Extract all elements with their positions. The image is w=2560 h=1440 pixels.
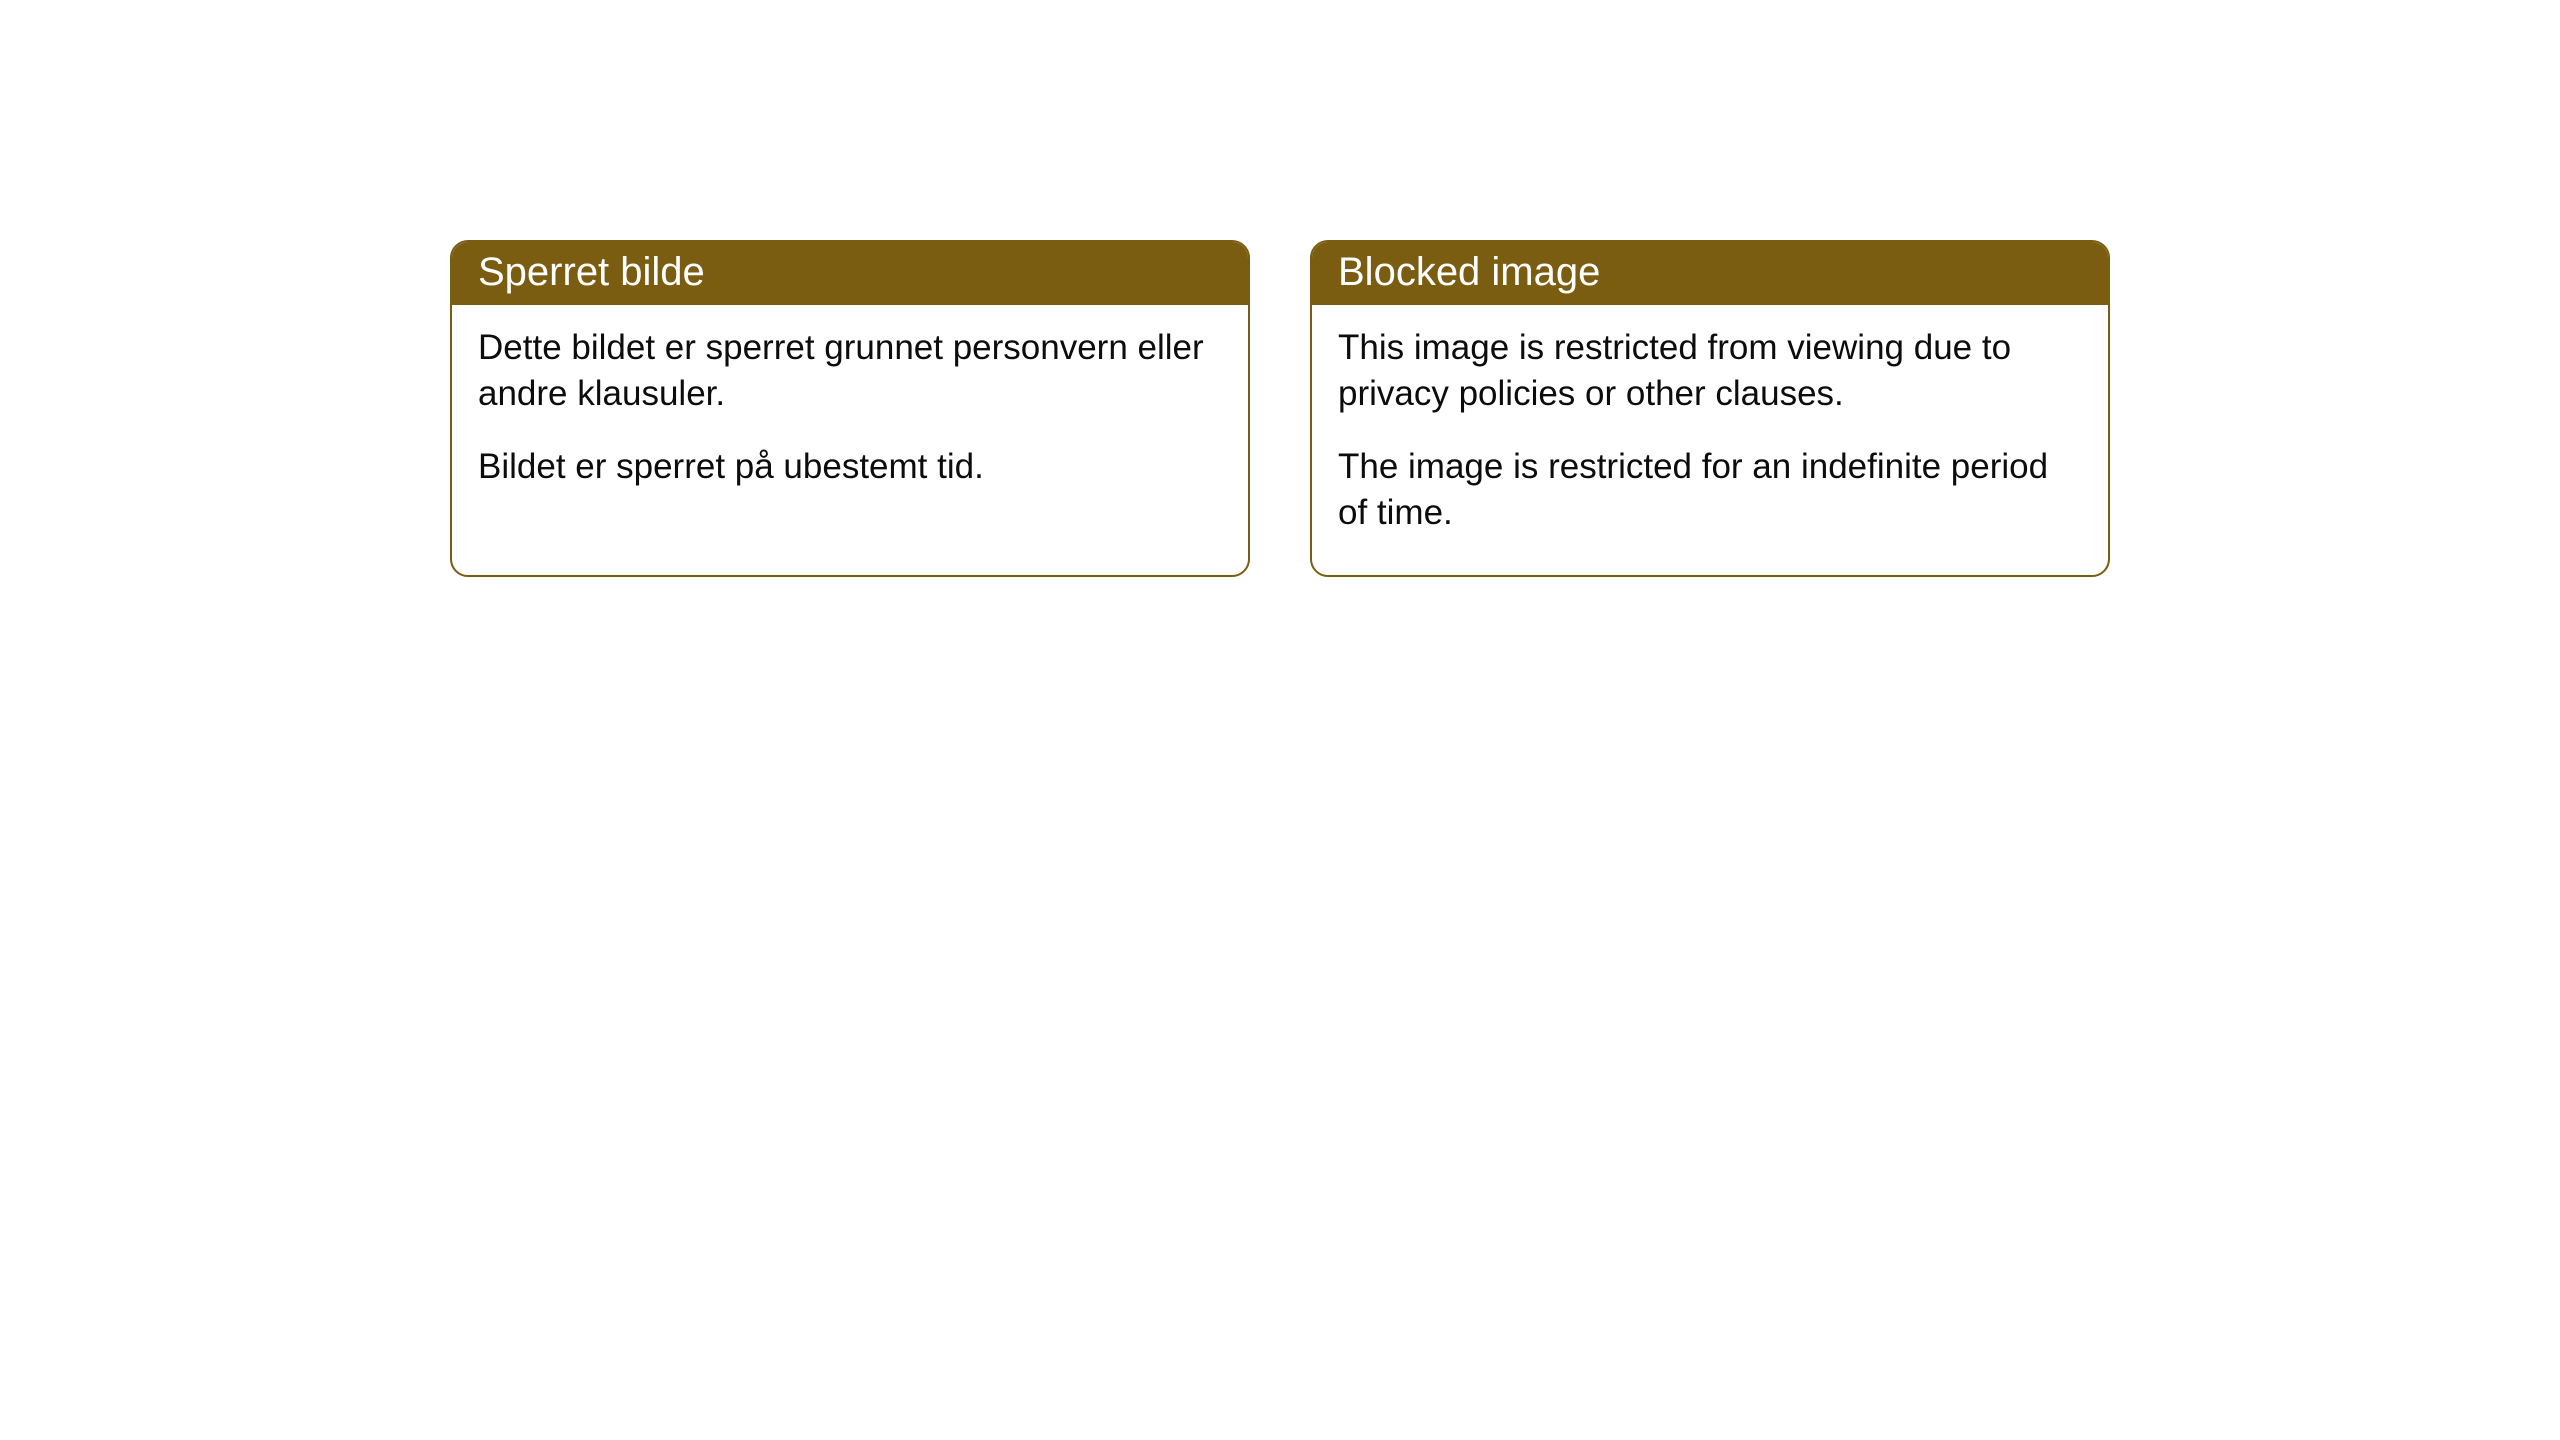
card-paragraph-2: The image is restricted for an indefinit… — [1338, 444, 2082, 535]
card-body: This image is restricted from viewing du… — [1312, 305, 2108, 575]
card-paragraph-2: Bildet er sperret på ubestemt tid. — [478, 444, 1222, 490]
blocked-image-card-norwegian: Sperret bilde Dette bildet er sperret gr… — [450, 240, 1250, 577]
card-header: Sperret bilde — [452, 242, 1248, 305]
card-header: Blocked image — [1312, 242, 2108, 305]
card-paragraph-1: Dette bildet er sperret grunnet personve… — [478, 325, 1222, 416]
card-body: Dette bildet er sperret grunnet personve… — [452, 305, 1248, 530]
cards-container: Sperret bilde Dette bildet er sperret gr… — [450, 240, 2110, 577]
blocked-image-card-english: Blocked image This image is restricted f… — [1310, 240, 2110, 577]
card-paragraph-1: This image is restricted from viewing du… — [1338, 325, 2082, 416]
